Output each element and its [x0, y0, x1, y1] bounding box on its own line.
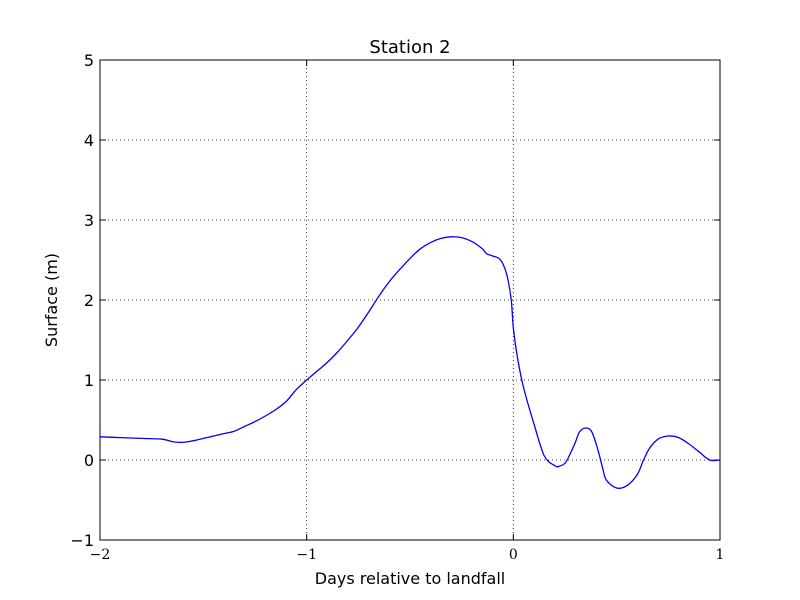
y-tick-label: 5 [84, 51, 94, 70]
x-tick-labels: −2 −1 0 1 [90, 547, 725, 563]
y-tick-label: 0 [84, 451, 94, 470]
y-axis-label: Surface (m) [42, 253, 61, 347]
chart-title: Station 2 [369, 37, 450, 58]
x-tick-label: 0 [509, 547, 518, 563]
y-tick-label: 4 [84, 131, 94, 150]
x-axis-label: Days relative to landfall [315, 569, 505, 588]
y-tick-labels: −1 0 1 2 3 4 5 [70, 51, 94, 550]
y-tick-label: 3 [84, 211, 94, 230]
y-tick-label: 2 [84, 291, 94, 310]
ticks [99, 59, 721, 541]
x-tick-label: −2 [90, 547, 111, 563]
series-line [99, 236, 721, 489]
x-tick-label: 1 [716, 547, 725, 563]
y-tick-label: 1 [84, 371, 94, 390]
y-tick-label: −1 [70, 531, 94, 550]
x-tick-label: −1 [296, 547, 317, 563]
grid [100, 60, 720, 540]
